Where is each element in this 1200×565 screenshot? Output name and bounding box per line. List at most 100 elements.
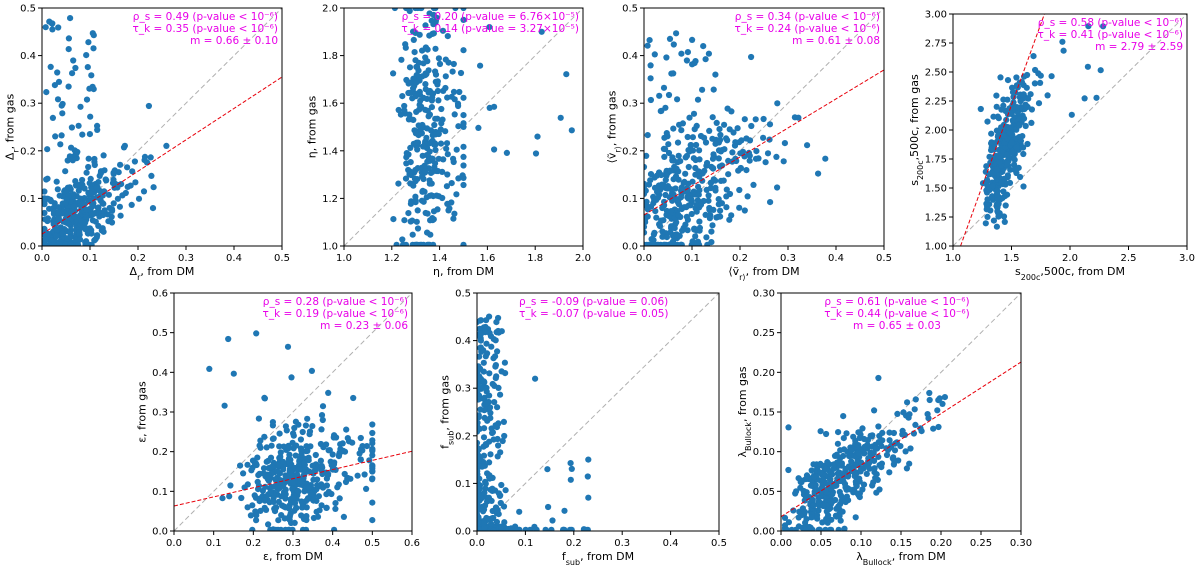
data-point <box>299 428 306 436</box>
fit-line <box>960 13 1045 247</box>
data-point <box>994 208 1001 215</box>
data-point <box>477 507 481 514</box>
data-point <box>86 131 93 138</box>
data-point <box>993 166 1001 174</box>
data-point <box>668 208 675 215</box>
data-point <box>743 167 750 174</box>
data-point <box>677 158 684 165</box>
data-point <box>47 63 54 70</box>
data-point <box>263 444 270 451</box>
data-point <box>498 523 505 530</box>
data-point <box>659 233 666 240</box>
data-point <box>828 526 835 531</box>
data-point <box>244 461 251 468</box>
data-point <box>395 180 402 187</box>
data-point <box>856 475 863 482</box>
data-point <box>271 483 278 490</box>
data-point <box>1024 140 1031 148</box>
data-point <box>667 229 674 236</box>
y-tick-label: 1.8 <box>322 51 338 62</box>
data-point <box>998 179 1005 186</box>
data-point <box>83 206 90 213</box>
data-point <box>412 93 419 100</box>
data-point <box>656 92 663 99</box>
data-point <box>996 159 1003 166</box>
data-point <box>397 111 404 118</box>
data-point <box>566 526 574 531</box>
data-point <box>855 442 862 449</box>
y-tick-label: 0.6 <box>152 289 168 300</box>
data-point <box>803 516 810 523</box>
data-point <box>748 122 755 130</box>
x-axis-label: fsub, from DM <box>562 550 634 565</box>
x-axis-label: ε, from DM <box>263 550 323 563</box>
data-point <box>477 519 482 526</box>
stat-annotation: ρ_s = 0.58 (p-value < 10⁻⁶) <box>1038 17 1183 29</box>
data-point <box>253 517 260 524</box>
data-point <box>675 152 682 159</box>
data-point <box>660 241 667 246</box>
data-point <box>53 178 60 185</box>
data-point <box>483 400 490 407</box>
data-point <box>883 451 891 459</box>
data-point <box>1000 188 1007 195</box>
data-point <box>414 225 422 232</box>
data-point <box>918 428 925 435</box>
data-point <box>100 152 107 159</box>
data-point <box>460 120 467 127</box>
data-point <box>678 127 685 134</box>
data-point <box>57 141 64 148</box>
data-point <box>286 505 293 512</box>
data-point <box>673 30 680 37</box>
data-point <box>117 161 124 168</box>
data-point <box>318 462 325 470</box>
data-point <box>410 36 417 44</box>
data-point <box>75 187 82 194</box>
data-point <box>822 155 829 162</box>
data-point <box>304 415 311 422</box>
data-point <box>644 213 649 220</box>
data-point <box>332 500 339 507</box>
data-point <box>1024 71 1031 79</box>
data-point <box>1016 122 1023 129</box>
data-point <box>432 78 439 85</box>
data-point <box>256 498 263 505</box>
data-point <box>79 131 86 138</box>
data-point <box>357 434 364 442</box>
data-point <box>77 195 84 202</box>
data-point <box>291 500 299 507</box>
y-tick-label: 0.5 <box>622 4 638 15</box>
data-point <box>369 452 376 459</box>
data-point <box>832 512 840 519</box>
data-point <box>687 142 695 149</box>
data-point <box>709 155 717 162</box>
data-point <box>460 153 467 160</box>
data-point <box>941 394 949 401</box>
data-point <box>95 204 102 211</box>
data-point <box>308 490 315 497</box>
data-point <box>836 469 843 476</box>
data-point <box>825 481 832 488</box>
data-point <box>453 146 460 153</box>
data-point <box>315 493 322 500</box>
data-point <box>49 26 56 33</box>
data-point <box>325 488 332 495</box>
data-point <box>444 200 451 207</box>
data-point <box>1006 124 1013 131</box>
data-point <box>488 520 495 527</box>
data-point <box>477 468 481 475</box>
data-point <box>270 498 277 505</box>
data-point <box>730 129 737 136</box>
data-point <box>879 429 886 436</box>
data-point <box>431 121 438 129</box>
data-point <box>766 121 774 128</box>
data-point <box>437 140 445 147</box>
data-point <box>460 241 467 246</box>
data-point <box>846 486 853 493</box>
data-point <box>690 110 698 117</box>
data-point <box>875 374 882 382</box>
data-point <box>1059 38 1066 45</box>
data-point <box>336 495 343 502</box>
data-point <box>557 114 564 121</box>
data-point <box>226 493 233 500</box>
